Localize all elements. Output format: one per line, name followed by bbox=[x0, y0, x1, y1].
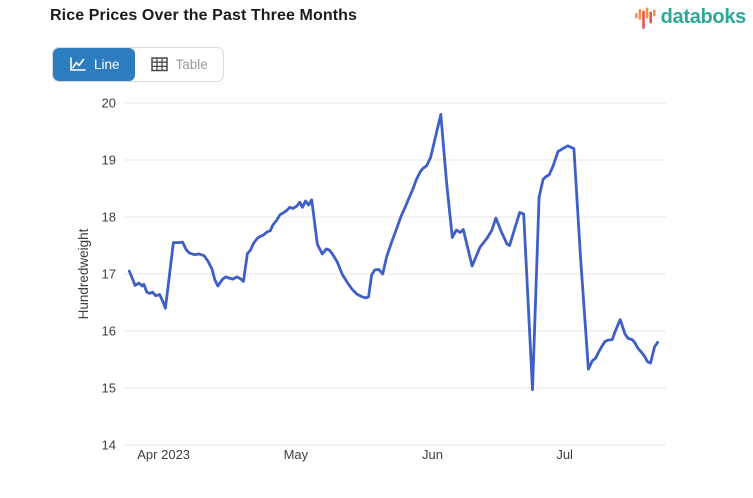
page-title: Rice Prices Over the Past Three Months bbox=[50, 7, 357, 25]
table-view-label: Table bbox=[176, 57, 208, 72]
y-tick-label: 15 bbox=[102, 381, 116, 396]
page: Rice Prices Over the Past Three Months d… bbox=[0, 0, 753, 498]
gridlines bbox=[124, 103, 666, 445]
y-axis-title: Hundredweight bbox=[76, 228, 91, 319]
y-tick-label: 14 bbox=[102, 438, 116, 453]
x-tick-label: Jul bbox=[556, 447, 573, 462]
line-view-label: Line bbox=[94, 57, 120, 72]
y-tick-label: 16 bbox=[102, 324, 116, 339]
axis-tick-labels: 14 15 16 17 18 19 20 Apr 2023 May Jun Jul bbox=[102, 96, 574, 463]
y-tick-label: 19 bbox=[102, 153, 116, 168]
x-tick-label: Jun bbox=[422, 447, 443, 462]
y-tick-label: 17 bbox=[102, 267, 116, 282]
data-series bbox=[129, 114, 657, 389]
price-line[interactable] bbox=[129, 114, 657, 389]
bar-spark-icon bbox=[635, 4, 658, 31]
view-toggle-group: Line Table bbox=[52, 47, 224, 82]
chart-view-toolbar: Line Table bbox=[52, 47, 224, 82]
brand-wordmark: databoks bbox=[661, 6, 746, 29]
table-view-button[interactable]: Table bbox=[135, 48, 223, 81]
line-view-button[interactable]: Line bbox=[53, 48, 135, 81]
brand-logo: databoks bbox=[635, 4, 746, 31]
chart-area: Hundredweight 14 15 16 17 18 19 20 Apr 2023 May J… bbox=[0, 88, 753, 498]
line-chart-icon bbox=[68, 56, 87, 73]
table-icon bbox=[150, 56, 169, 73]
line-chart: Hundredweight 14 15 16 17 18 19 20 Apr 2023 May J… bbox=[0, 88, 753, 498]
y-tick-label: 18 bbox=[102, 210, 116, 225]
x-tick-label: Apr 2023 bbox=[137, 447, 190, 462]
x-tick-label: May bbox=[284, 447, 309, 462]
y-tick-label: 20 bbox=[102, 96, 116, 111]
